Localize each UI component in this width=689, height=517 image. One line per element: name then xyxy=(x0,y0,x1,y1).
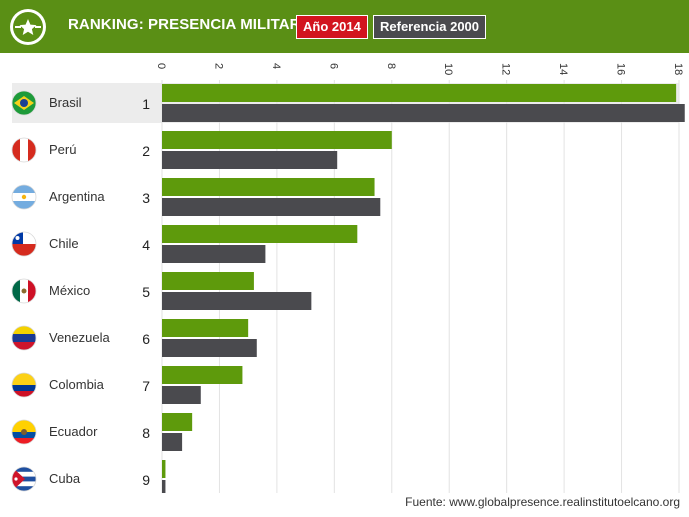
bar-2000-chile[interactable] xyxy=(162,245,266,263)
x-tick-label: 14 xyxy=(557,63,569,75)
flag-cuba-icon xyxy=(11,466,37,492)
flag-mexico-icon xyxy=(11,278,37,304)
x-tick-label: 18 xyxy=(672,63,684,75)
logo xyxy=(10,9,46,45)
bar-2014-argentina[interactable] xyxy=(162,178,375,196)
x-tick-label: 6 xyxy=(327,63,339,69)
flag-icons xyxy=(11,90,37,492)
rank-label: 8 xyxy=(142,425,150,441)
page-title: RANKING: PRESENCIA MILITAR xyxy=(68,16,301,33)
rank-label: 2 xyxy=(142,143,150,159)
bar-2014-méxico[interactable] xyxy=(162,272,254,290)
bar-2014-brasil[interactable] xyxy=(162,84,677,102)
x-tick-label: 12 xyxy=(500,63,512,75)
rank-label: 6 xyxy=(142,331,150,347)
bar-2014-perú[interactable] xyxy=(162,131,392,149)
flag-colombia-icon xyxy=(11,372,37,398)
bar-layer xyxy=(162,84,685,493)
category-label: Perú xyxy=(49,142,76,157)
category-label: Venezuela xyxy=(49,330,110,345)
rank-label: 4 xyxy=(142,237,150,253)
header-bar: RANKING: PRESENCIA MILITAR Año 2014 Refe… xyxy=(0,0,689,53)
x-tick-label: 4 xyxy=(270,63,282,69)
flag-peru-icon xyxy=(11,137,37,163)
rank-label: 9 xyxy=(142,472,150,488)
bar-2014-cuba[interactable] xyxy=(162,460,166,478)
source-note: Fuente: www.globalpresence.realinstituto… xyxy=(405,495,680,509)
legend-tag-2000[interactable]: Referencia 2000 xyxy=(373,15,487,39)
category-label: Brasil xyxy=(49,95,82,110)
bar-2000-ecuador[interactable] xyxy=(162,433,183,451)
x-tick-label: 10 xyxy=(442,63,454,75)
x-tick-label: 16 xyxy=(615,63,627,75)
rank-label: 7 xyxy=(142,378,150,394)
bar-2000-colombia[interactable] xyxy=(162,386,201,404)
flag-argentina-icon xyxy=(11,184,37,210)
category-label: Cuba xyxy=(49,471,81,486)
category-labels: Brasil 1 Perú 2 Argentina 3 Chile 4 México 5 Venez… xyxy=(49,95,150,488)
bar-2014-colombia[interactable] xyxy=(162,366,243,384)
x-tick-label: 2 xyxy=(212,63,224,69)
bar-2014-venezuela[interactable] xyxy=(162,319,249,337)
bar-2000-cuba[interactable] xyxy=(162,480,166,493)
category-label: Ecuador xyxy=(49,424,98,439)
category-label: Colombia xyxy=(49,377,105,392)
star-emblem-icon xyxy=(13,12,43,42)
bar-2014-ecuador[interactable] xyxy=(162,413,193,431)
ranking-chart: 0 2 4 6 8 10 12 14 16 18 Brasil 1 Perú 2 Argentina 3 Ch… xyxy=(11,63,685,493)
flag-venezuela-icon xyxy=(11,325,37,351)
bar-2000-venezuela[interactable] xyxy=(162,339,257,357)
flag-brazil-icon xyxy=(11,90,37,116)
legend-tag-2014[interactable]: Año 2014 xyxy=(296,15,368,39)
bar-2000-méxico[interactable] xyxy=(162,292,312,310)
bar-2000-argentina[interactable] xyxy=(162,198,381,216)
rank-label: 3 xyxy=(142,190,150,206)
bar-2000-brasil[interactable] xyxy=(162,104,685,122)
category-label: Argentina xyxy=(49,189,105,204)
category-label: México xyxy=(49,283,90,298)
flag-ecuador-icon xyxy=(11,419,37,445)
x-tick-label: 8 xyxy=(385,63,397,69)
rank-label: 1 xyxy=(142,96,150,112)
bar-2000-perú[interactable] xyxy=(162,151,338,169)
flag-chile-icon xyxy=(11,231,37,257)
x-tick-label: 0 xyxy=(155,63,167,69)
bar-2014-chile[interactable] xyxy=(162,225,358,243)
x-tick-labels: 0 2 4 6 8 10 12 14 16 18 xyxy=(155,63,684,75)
category-label: Chile xyxy=(49,236,79,251)
rank-label: 5 xyxy=(142,284,150,300)
